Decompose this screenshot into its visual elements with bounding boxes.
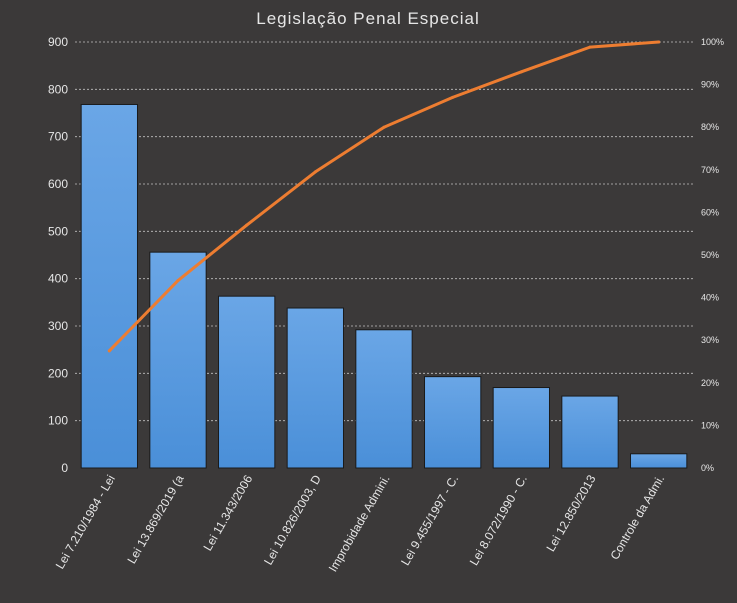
y2-tick-label: 0% [701,463,714,473]
line-point [313,170,317,174]
bar [630,453,688,469]
bar-series [80,103,688,469]
x-tick-label: Improbidade Admini. [326,473,393,575]
y-tick-label: 500 [48,224,68,238]
chart-title: Legislação Penal Especial [256,9,479,28]
cumulative-line-series [107,40,661,353]
line-point [176,279,180,283]
line-point [107,349,111,353]
y-tick-label: 400 [48,272,68,286]
y-axis-primary: 0 100 200 300 400 500 600 700 800 900 [48,35,68,475]
y-axis-secondary: 0% 10% 20% 30% 40% 50% 60% 70% 80% 90% 100% [701,37,724,473]
x-tick-label: Lei 9.455/1997 - C. [398,472,461,567]
bar [80,103,138,469]
x-tick-label: Lei 11.343/2006 [201,472,256,553]
x-tick-label: Lei 8.072/1990 - C. [467,473,530,568]
y-tick-label: 900 [48,35,68,49]
x-tick-label: Lei 12.850/2013 [543,472,598,554]
y2-tick-label: 40% [701,293,719,303]
x-tick-label: Lei 13.869/2019 (a [124,472,186,566]
y-tick-label: 200 [48,366,68,380]
y2-tick-label: 90% [701,80,719,90]
line-point [382,125,386,129]
y2-tick-label: 100% [701,37,724,47]
line-point [519,70,523,74]
y-tick-label: 700 [48,130,68,144]
y2-tick-label: 80% [701,122,719,132]
y2-tick-label: 60% [701,207,719,217]
x-tick-label: Lei 7.210/1984 - Lei [53,473,118,572]
bar [424,376,482,469]
y-tick-label: 100 [48,414,68,428]
y-tick-label: 600 [48,177,68,191]
y-tick-label: 300 [48,319,68,333]
y-tick-label: 800 [48,82,68,96]
bar [561,395,619,469]
y2-tick-label: 30% [701,335,719,345]
x-tick-label: Lei 10.826/2003, D [261,472,324,567]
y-tick-label: 0 [61,461,68,475]
y2-tick-label: 70% [701,165,719,175]
x-tick-label: Controle da Admi. [607,473,667,563]
y2-tick-label: 50% [701,250,719,260]
line-point [588,45,592,49]
y2-tick-label: 20% [701,378,719,388]
bar [355,329,413,469]
bar [218,295,276,469]
line-point [657,40,661,44]
line-point [451,95,455,99]
bar [492,387,550,469]
line-point [245,223,249,227]
bar [149,251,207,469]
bar [286,307,344,469]
y2-tick-label: 10% [701,420,719,430]
x-axis: Lei 7.210/1984 - Lei Lei 13.869/2019 (a Le… [53,472,668,574]
